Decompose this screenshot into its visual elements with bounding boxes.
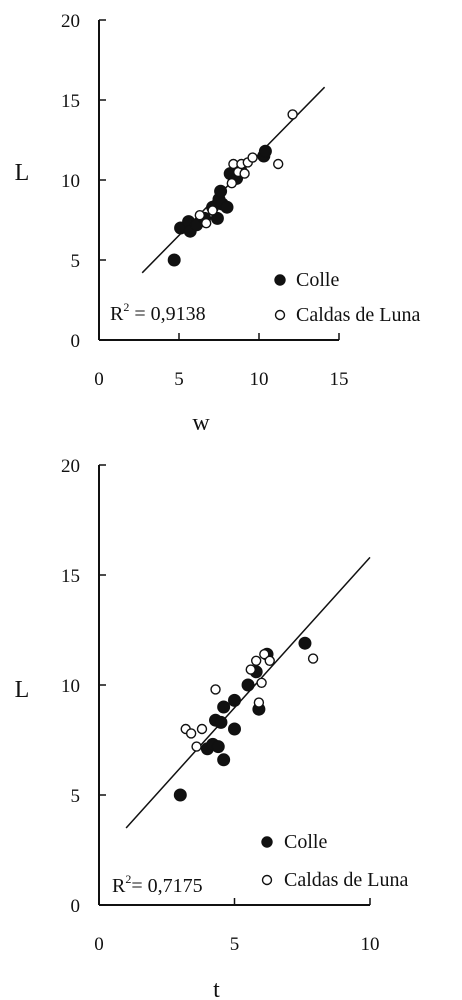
data-point-colle [220,200,234,214]
r-squared-prefix: R [110,303,124,325]
data-point-caldas-de-luna [210,684,221,695]
x-axis-label: w [192,410,210,436]
r-squared-value: = 0,9138 [129,303,205,325]
data-point-caldas-de-luna [207,205,218,216]
legend-entry: Caldas de Luna [284,869,409,891]
chart-panel-top: 0 5 10 15 20 0 5 10 15 w L Colle Caldas de Luna R2 = … [15,11,421,436]
x-tick-label: 15 [330,369,349,390]
y-tick-label: 0 [71,331,81,352]
data-point-caldas-de-luna [264,655,275,666]
legend-marker [261,874,273,886]
x-tick-label: 10 [250,369,269,390]
x-axis-label: t [213,977,220,1000]
data-point-colle [298,636,312,650]
data-point-caldas-de-luna [250,655,262,666]
data-point-caldas-de-luna [259,649,270,660]
data-point-caldas-de-luna [196,723,208,735]
data-point-caldas-de-luna [287,109,298,120]
data-point-caldas-de-luna [200,217,212,229]
r-squared-annotation: R2= 0,7175 [112,872,203,897]
r-squared-value: = 0,7175 [131,875,202,897]
data-point-colle [217,700,231,714]
y-tick-label: 10 [61,676,80,697]
data-point-colle [228,722,241,736]
legend-entry: Colle [284,831,327,853]
data-point-colle [214,715,228,729]
data-point-caldas-de-luna [239,168,250,179]
y-tick-label: 0 [71,896,81,917]
y-tick-label: 15 [61,566,80,587]
data-point-caldas-de-luna [245,664,256,675]
y-axis-label: L [15,160,30,186]
regression-line [125,556,371,829]
data-point-caldas-de-luna [307,653,319,664]
x-tick-label: 5 [174,369,184,390]
data-point-colle [211,740,225,754]
data-point-caldas-de-luna [185,728,197,739]
r-squared-superscript: 2 [123,300,129,314]
data-point-colle [167,253,181,267]
r-squared-annotation: R2 = 0,9138 [110,300,206,325]
data-point-caldas-de-luna [191,741,202,752]
x-tick-label: 0 [94,369,104,390]
data-point-caldas-de-luna [194,209,206,221]
y-tick-label: 5 [71,786,81,807]
x-tick-label: 5 [230,934,240,955]
y-tick-label: 20 [61,11,80,32]
data-point-caldas-de-luna [253,697,265,708]
data-point-colle [258,144,272,158]
legend-marker [274,309,286,321]
data-point-caldas-de-luna [273,158,284,170]
data-point-caldas-de-luna [247,152,258,163]
data-point-colle [214,184,228,198]
y-tick-label: 15 [61,91,80,112]
data-point-caldas-de-luna [226,177,238,189]
data-point-colle [173,788,187,802]
data-point-caldas-de-luna [256,677,267,688]
r-squared-superscript: 2 [125,872,131,886]
data-point-colle [217,753,231,767]
y-tick-label: 20 [61,456,80,477]
legend-marker [261,836,273,848]
data-point-colle [228,693,241,707]
chart-panel-bottom: 0 5 10 15 20 0 5 10 t L Colle Caldas de Luna R2= 0,7… [15,456,409,1000]
r-squared-prefix: R [112,875,126,897]
data-point-colle [241,678,255,692]
x-tick-label: 0 [94,934,104,955]
x-tick-label: 10 [361,934,380,955]
legend-entry: Colle [296,269,339,291]
y-axis-label: L [15,677,30,703]
y-tick-label: 5 [71,251,81,272]
legend-entry: Caldas de Luna [296,304,421,326]
y-tick-label: 10 [61,171,80,192]
legend-marker [274,274,286,286]
